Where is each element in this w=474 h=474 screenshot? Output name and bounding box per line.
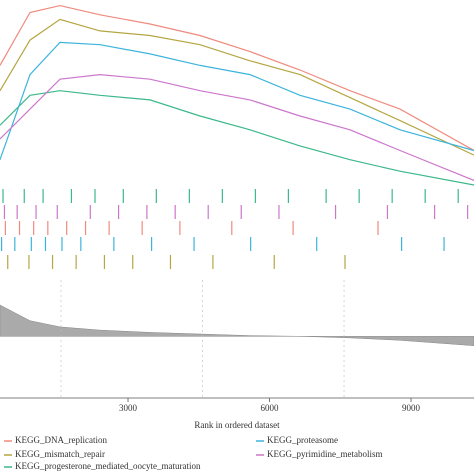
- metric-area: [0, 304, 474, 346]
- x-tick-label: 6000: [261, 403, 280, 413]
- es-line: [0, 18, 474, 156]
- es-line: [0, 41, 474, 160]
- x-tick-label: 3000: [119, 403, 138, 413]
- legend-label: KEGG_mismatch_repair: [15, 449, 105, 459]
- legend-label: KEGG_progesterone_mediated_oocyte_matura…: [15, 461, 201, 471]
- es-line: [0, 90, 474, 186]
- es-line: [0, 4, 474, 152]
- legend-label: KEGG_DNA_replication: [15, 435, 107, 445]
- x-axis-label: Rank in ordered dataset: [194, 420, 280, 430]
- legend-label: KEGG_proteasome: [267, 435, 338, 445]
- es-line: [0, 73, 474, 181]
- legend-label: KEGG_pyrimidine_metabolism: [267, 449, 382, 459]
- x-tick-label: 9000: [402, 403, 421, 413]
